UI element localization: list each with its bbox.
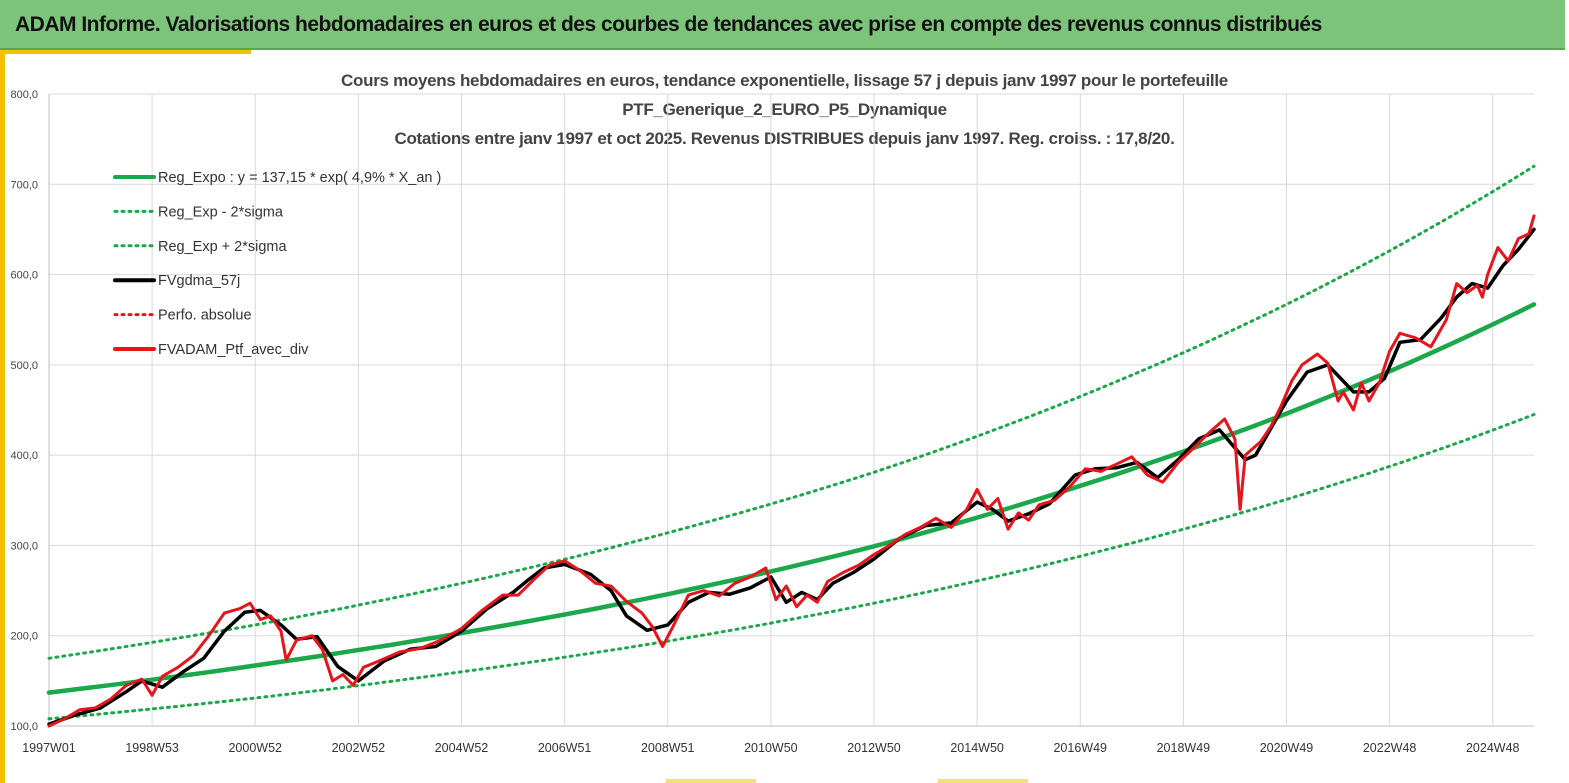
series-line-reg-exp-2-sigma: [47, 164, 1536, 660]
series-line-fvadam-ptf-avec-div: [47, 214, 1536, 728]
x-tick-label: 2004W52: [435, 741, 489, 755]
y-tick-label: 500,0: [10, 360, 38, 372]
legend-label: Perfo. absolue: [158, 308, 252, 324]
x-tick-label: 2012W50: [847, 741, 901, 755]
x-tick-label: 2014W50: [950, 741, 1004, 755]
header-banner: ADAM Informe. Valorisations hebdomadaire…: [0, 0, 1565, 50]
x-tick-label: 2016W49: [1053, 741, 1107, 755]
x-tick-label: 1997W01: [22, 741, 76, 755]
accent-bar-left: [0, 50, 5, 783]
y-tick-label: 200,0: [10, 631, 38, 643]
series-line-reg-expo: [46, 302, 1537, 695]
y-tick-label: 400,0: [10, 450, 38, 462]
chart-title-line-3: Cotations entre janv 1997 et oct 2025. R…: [394, 129, 1175, 148]
series-line-reg-exp-2-sigma: [47, 413, 1536, 721]
header-title: ADAM Informe. Valorisations hebdomadaire…: [15, 13, 1322, 36]
x-tick-label: 2002W52: [332, 741, 386, 755]
y-tick-label: 100,0: [10, 721, 38, 733]
x-tick-label: 1998W53: [125, 741, 179, 755]
legend-label: Reg_Exp - 2*sigma: [158, 204, 284, 220]
y-tick-label: 700,0: [10, 179, 38, 191]
x-tick-label: 2022W48: [1363, 741, 1417, 755]
legend-label: Reg_Exp + 2*sigma: [158, 239, 287, 255]
x-tick-label: 2020W49: [1260, 741, 1314, 755]
chart-title-line-1: Cours moyens hebdomadaires en euros, ten…: [341, 71, 1228, 90]
x-tick-label: 2008W51: [641, 741, 695, 755]
accent-bar-top: [5, 50, 251, 54]
accent-bar-bottom-2: [938, 779, 1028, 783]
series-line-fvgdma-57j: [47, 227, 1536, 726]
y-tick-label: 600,0: [10, 270, 38, 282]
x-tick-label: 2018W49: [1157, 741, 1211, 755]
legend-label: Reg_Expo : y = 137,15 * exp( 4,9% * X_an…: [158, 170, 441, 186]
x-tick-label: 2010W50: [744, 741, 798, 755]
chart-title-line-2: PTF_Generique_2_EURO_P5_Dynamique: [622, 100, 947, 119]
x-tick-label: 2000W52: [228, 741, 282, 755]
y-tick-label: 300,0: [10, 540, 38, 552]
accent-bar-bottom-1: [666, 779, 756, 783]
legend-label: FVADAM_Ptf_avec_div: [158, 342, 309, 358]
legend-label: FVgdma_57j: [158, 273, 240, 289]
x-tick-label: 2024W48: [1466, 741, 1520, 755]
x-tick-label: 2006W51: [538, 741, 592, 755]
y-tick-label: 800,0: [10, 89, 38, 101]
